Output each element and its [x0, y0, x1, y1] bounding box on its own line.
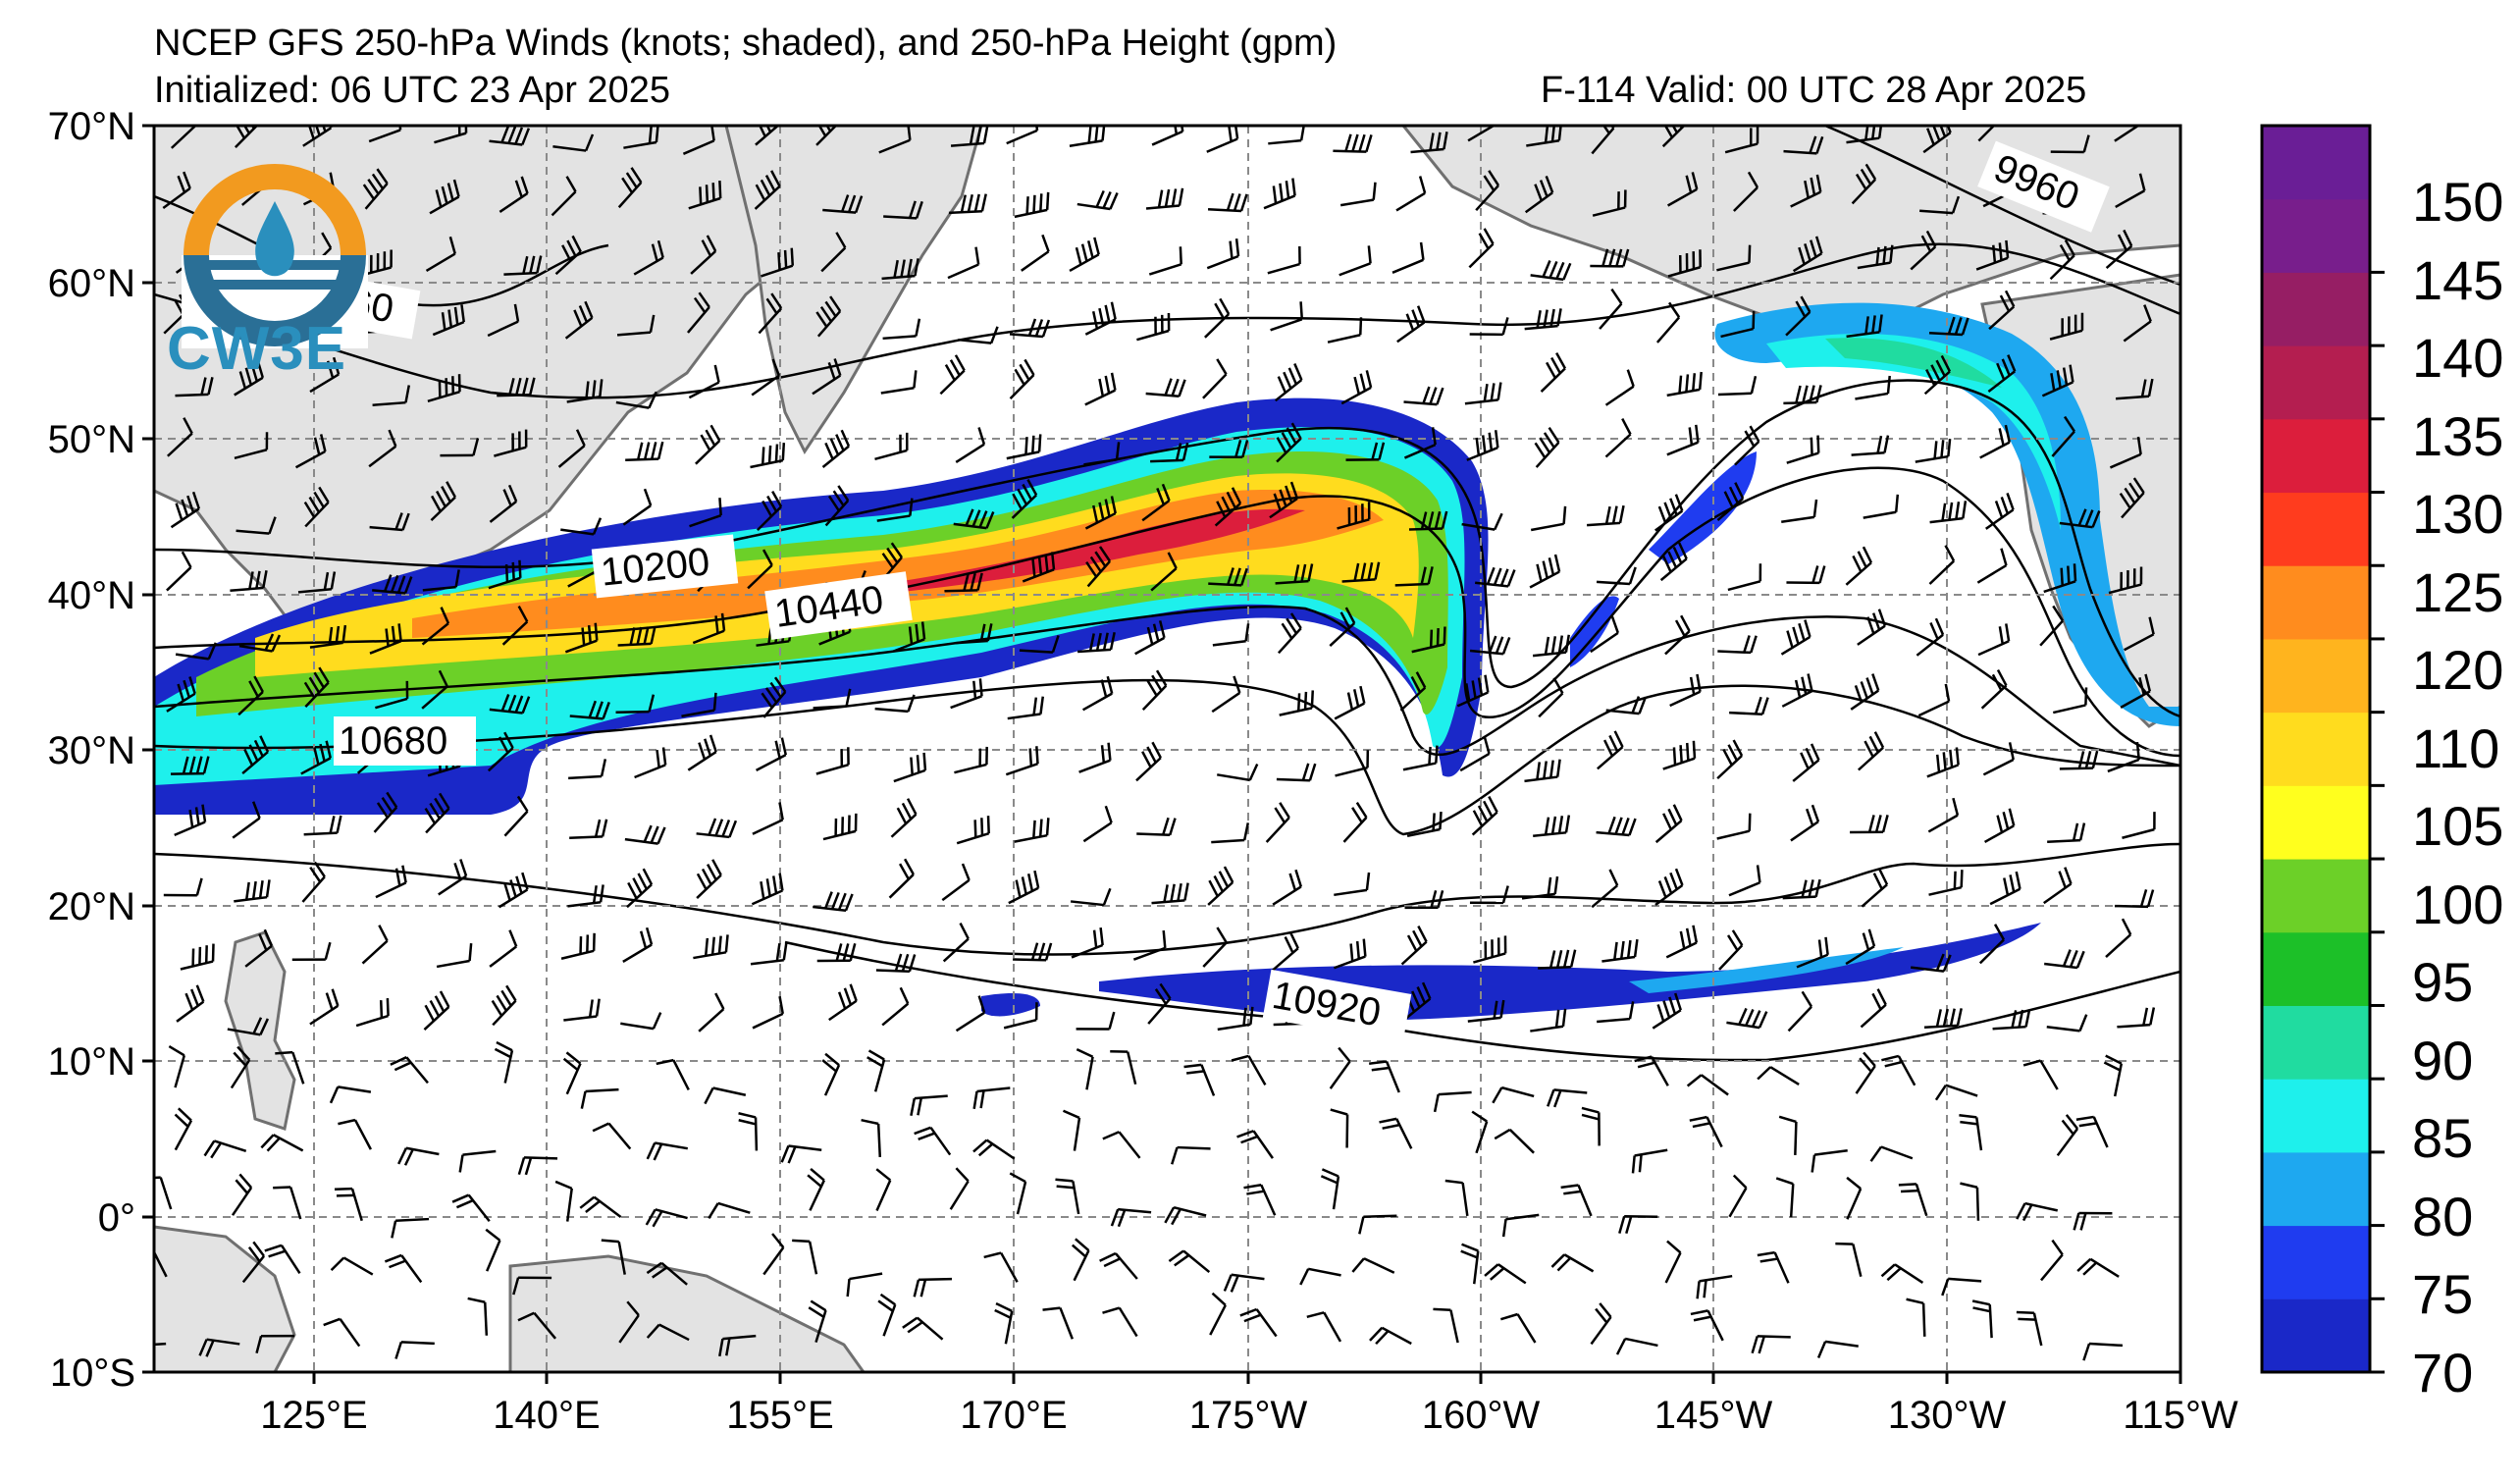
jet-band-alaska — [1714, 302, 2180, 726]
lon-labels: 125°E 140°E 155°E 170°E 175°W 160°W 145°… — [260, 1394, 2238, 1437]
colorbar-label: 70 — [2412, 1342, 2474, 1404]
colorbar-label: 90 — [2412, 1030, 2474, 1091]
new-guinea-land — [508, 1254, 866, 1372]
colorbar-segment — [2262, 492, 2370, 566]
colorbar-label: 145 — [2412, 249, 2504, 311]
colorbar-segment — [2262, 345, 2370, 420]
lon-label: 125°E — [260, 1394, 367, 1437]
lat-label: 10°S — [50, 1351, 135, 1395]
colorbar-segment — [2262, 638, 2370, 714]
colorbar-label: 105 — [2412, 795, 2504, 857]
init-time: Initialized: 06 UTC 23 Apr 2025 — [154, 70, 670, 111]
lon-label: 170°E — [960, 1394, 1067, 1437]
lon-label: 160°W — [1422, 1394, 1541, 1437]
colorbar-label: 140 — [2412, 327, 2504, 389]
jet-band-135 — [883, 508, 1305, 594]
valid-time: F-114 Valid: 00 UTC 28 Apr 2025 — [1541, 70, 2087, 111]
colorbar-segment — [2262, 198, 2370, 273]
axis-ticks — [142, 124, 2182, 1384]
contour-10080 — [154, 242, 2180, 399]
colorbar-label: 135 — [2412, 405, 2504, 467]
lat-label: 10°N — [48, 1040, 135, 1084]
colorbar-label: 120 — [2412, 639, 2504, 701]
lat-label: 50°N — [48, 418, 135, 461]
colorbar-label: 110 — [2412, 717, 2500, 779]
lat-label: 60°N — [48, 262, 135, 305]
colorbar-label: 95 — [2412, 951, 2474, 1013]
colorbar-segment — [2262, 1079, 2370, 1153]
lat-label: 40°N — [48, 574, 135, 617]
lon-label: 155°E — [726, 1394, 833, 1437]
colorbar-label: 130 — [2412, 483, 2504, 545]
jet-band-alaska-core — [1825, 338, 2002, 388]
contour-10560 — [154, 605, 2180, 768]
chart-title: NCEP GFS 250-hPa Winds (knots; shaded), … — [154, 23, 1338, 64]
colorbar-segment — [2262, 1151, 2370, 1227]
contour-9960-b — [1824, 126, 2180, 287]
colorbar — [2262, 126, 2385, 1374]
colorbar-label: 85 — [2412, 1107, 2474, 1169]
jet-band-mid-1 — [1649, 451, 1757, 564]
colorbar-segment — [2262, 565, 2370, 640]
colorbar-segment — [2262, 126, 2370, 200]
lon-label: 145°W — [1654, 1394, 1773, 1437]
colorbar-label: 75 — [2412, 1263, 2474, 1325]
contour-10680 — [154, 678, 2180, 836]
colorbar-segment — [2262, 272, 2370, 346]
colorbar-segment — [2262, 1225, 2370, 1299]
colorbar-segment — [2262, 785, 2370, 860]
colorbar-frame — [2260, 124, 2372, 1374]
lat-labels: 70°N 60°N 50°N 40°N 30°N 20°N 10°N 0° 10… — [48, 105, 135, 1395]
lon-label: 130°W — [1888, 1394, 2007, 1437]
colorbar-segment — [2262, 859, 2370, 933]
contour-10920 — [784, 940, 2180, 1062]
colorbar-label: 80 — [2412, 1186, 2474, 1247]
contour-label-10680: 10680 — [339, 719, 447, 763]
lon-label: 175°W — [1189, 1394, 1308, 1437]
colorbar-segment — [2262, 712, 2370, 786]
cw3e-logo-icon — [182, 164, 368, 348]
colorbar-segment — [2262, 1005, 2370, 1080]
lat-label: 0° — [98, 1196, 135, 1240]
colorbar-label: 125 — [2412, 561, 2504, 623]
jet-band-tropical-2 — [981, 993, 1040, 1017]
colorbar-segment — [2262, 1298, 2370, 1373]
logo-text: CW3E — [167, 315, 347, 383]
lon-label: 140°E — [493, 1394, 600, 1437]
lon-label: 115°W — [2123, 1394, 2238, 1437]
lat-label: 20°N — [48, 885, 135, 928]
colorbar-label: 100 — [2412, 874, 2504, 935]
kamchatka-land — [724, 126, 983, 454]
jet-band-tropical-3 — [1629, 947, 1904, 993]
colorbar-segment — [2262, 418, 2370, 494]
colorbar-segment — [2262, 931, 2370, 1006]
lat-label: 30°N — [48, 729, 135, 772]
lat-label: 70°N — [48, 105, 135, 148]
colorbar-label: 150 — [2412, 171, 2504, 233]
